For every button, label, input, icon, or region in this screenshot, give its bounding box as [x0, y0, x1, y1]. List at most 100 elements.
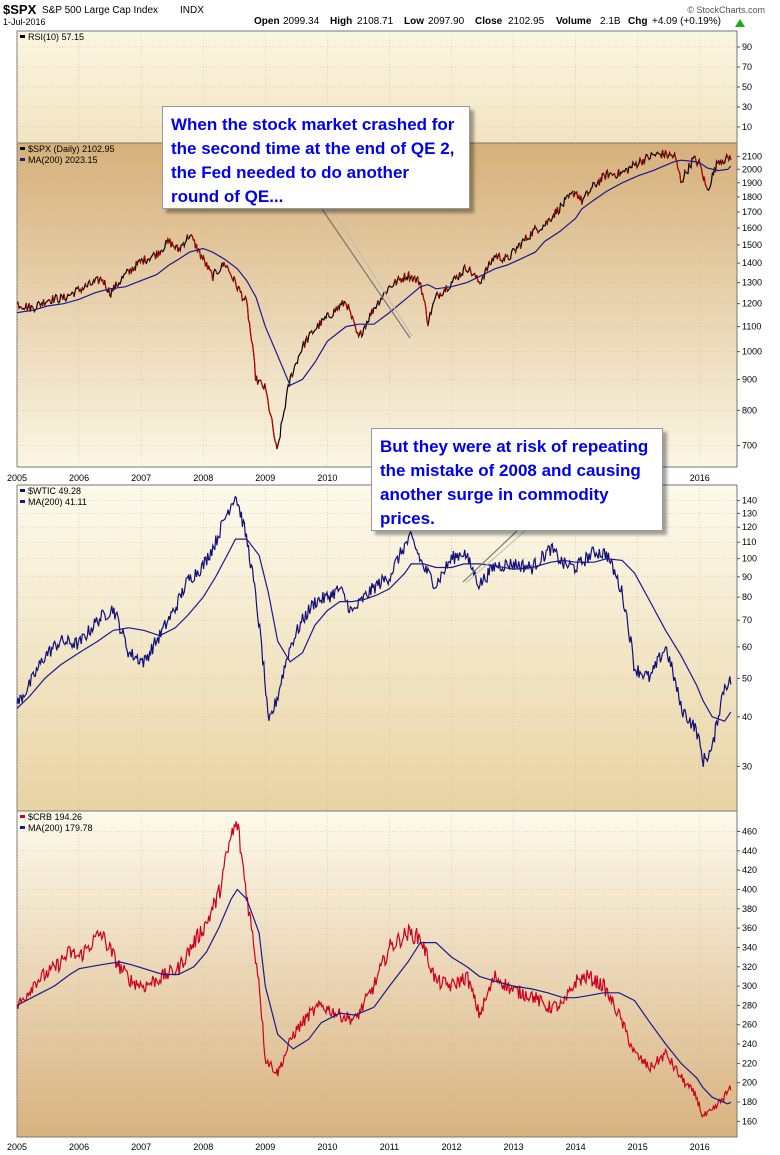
spx-down-bar: [135, 260, 138, 265]
quote-chg-label: Chg: [628, 16, 647, 27]
spx-down-bar: [399, 278, 402, 283]
spx-down-bar: [341, 300, 344, 307]
spx-down-bar: [703, 176, 706, 185]
spx-down-bar: [77, 286, 80, 292]
spx-down-bar: [599, 177, 602, 183]
spx-down-bar: [552, 214, 555, 218]
x-tick-label-spx: 2009: [255, 473, 275, 483]
spx-down-bar: [699, 164, 702, 168]
quote-high-label: High: [330, 16, 352, 27]
spx-down-bar: [234, 280, 237, 287]
spx-down-bar: [459, 271, 462, 277]
y-tick-label-crb: 400: [742, 884, 757, 894]
spx-down-bar: [253, 353, 256, 363]
callout-pointer-2-shadow: [465, 530, 526, 584]
spx-down-bar: [347, 303, 350, 310]
legend-text-crb: MA(200) 179.78: [28, 823, 93, 833]
spx-down-bar: [525, 234, 528, 240]
y-tick-label-rsi: 90: [742, 42, 752, 52]
x-tick-label-crb: 2016: [690, 1142, 710, 1152]
spx-down-bar: [606, 170, 609, 179]
spx-down-bar: [270, 415, 273, 419]
spx-down-bar: [716, 160, 719, 164]
spx-down-bar: [264, 383, 267, 390]
y-tick-label-rsi: 10: [742, 122, 752, 132]
spx-down-bar: [626, 168, 629, 174]
grid-layer: [16, 31, 740, 1137]
spx-down-bar: [208, 265, 211, 270]
spx-down-bar: [618, 169, 621, 177]
y-tick-label-crb: 340: [742, 942, 757, 952]
chart-exchange: INDX: [180, 5, 204, 16]
spx-down-bar: [351, 316, 355, 321]
spx-down-bar: [556, 206, 560, 214]
y-tick-label-spx: 700: [742, 441, 757, 451]
spx-down-bar: [632, 161, 635, 165]
x-tick-label-spx: 2006: [69, 473, 89, 483]
spx-down-bar: [115, 281, 118, 287]
legend-swatch-spx: [20, 158, 25, 161]
spx-down-bar: [659, 154, 662, 159]
label-layer: 90 70 50 30 10 RSI(10) 57.15 2100 2000 1900 1800 1…: [7, 32, 762, 1152]
x-tick-label-crb: 2006: [69, 1142, 89, 1152]
spx-down-bar: [193, 239, 196, 249]
spx-down-bar: [677, 167, 680, 171]
y-tick-label-rsi: 30: [742, 102, 752, 112]
x-tick-label-spx: 2010: [317, 473, 337, 483]
y-tick-label-spx: 1600: [742, 223, 762, 233]
quote-low-label: Low: [404, 16, 424, 27]
y-tick-label-rsi: 50: [742, 82, 752, 92]
wtic-panel: [16, 484, 738, 812]
quote-bar: Open 2099.34 High 2108.71 Low 2097.90 Cl…: [254, 16, 721, 27]
spx-down-bar: [700, 167, 703, 174]
y-tick-label-crb: 420: [742, 865, 757, 875]
spx-down-bar: [567, 194, 570, 198]
spx-down-bar: [327, 312, 330, 318]
quote-close-label: Close: [475, 16, 503, 27]
spx-down-bar: [42, 299, 46, 306]
spx-down-bar: [171, 241, 174, 246]
spx-down-bar: [319, 320, 322, 326]
spx-down-bar: [129, 268, 132, 274]
spx-down-bar: [578, 195, 581, 201]
quote-open: 2099.34: [283, 16, 320, 27]
x-tick-label-crb: 2005: [7, 1142, 27, 1152]
spx-down-bar: [17, 302, 20, 309]
spx-down-bar: [640, 161, 643, 166]
spx-down-bar: [423, 299, 426, 303]
spx-down-bar: [178, 248, 181, 251]
quote-volume-label: Volume: [556, 16, 592, 27]
y-tick-label-wtic: 130: [742, 508, 757, 518]
spx-down-bar: [210, 269, 213, 274]
y-tick-label-spx: 800: [742, 405, 757, 415]
spx-down-bar: [502, 258, 505, 261]
spx-down-bar: [718, 160, 721, 165]
spx-down-bar: [161, 249, 164, 253]
spx-down-bar: [206, 262, 209, 270]
spx-down-bar: [306, 337, 309, 343]
quote-open-label: Open: [254, 16, 280, 27]
spx-down-bar: [647, 157, 650, 160]
y-tick-label-wtic: 40: [742, 712, 752, 722]
spx-down-bar: [635, 162, 638, 168]
spx-down-bar: [349, 311, 353, 319]
spx-down-bar: [247, 319, 251, 324]
spx-down-bar: [443, 289, 446, 292]
x-tick-label-spx: 2016: [690, 473, 710, 483]
spx-down-bar: [153, 252, 156, 255]
spx-down-bar: [603, 175, 606, 180]
spx-down-bar: [674, 153, 677, 159]
spx-down-bar: [666, 153, 669, 158]
spx-down-bar: [195, 243, 199, 253]
spx-down-bar: [614, 173, 617, 178]
legend-text-wtic: $WTIC 49.28: [28, 486, 81, 496]
y-tick-label-spx: 1300: [742, 278, 762, 288]
spx-down-bar: [227, 267, 230, 272]
spx-down-bar: [88, 280, 91, 285]
chart-symbol: $SPX: [3, 2, 37, 17]
quote-close: 2102.95: [508, 16, 545, 27]
y-tick-label-crb: 320: [742, 962, 757, 972]
spx-down-bar: [38, 302, 41, 307]
spx-down-bar: [344, 302, 347, 306]
annotation-callout-qe: When the stock market crashed for the se…: [162, 106, 470, 209]
